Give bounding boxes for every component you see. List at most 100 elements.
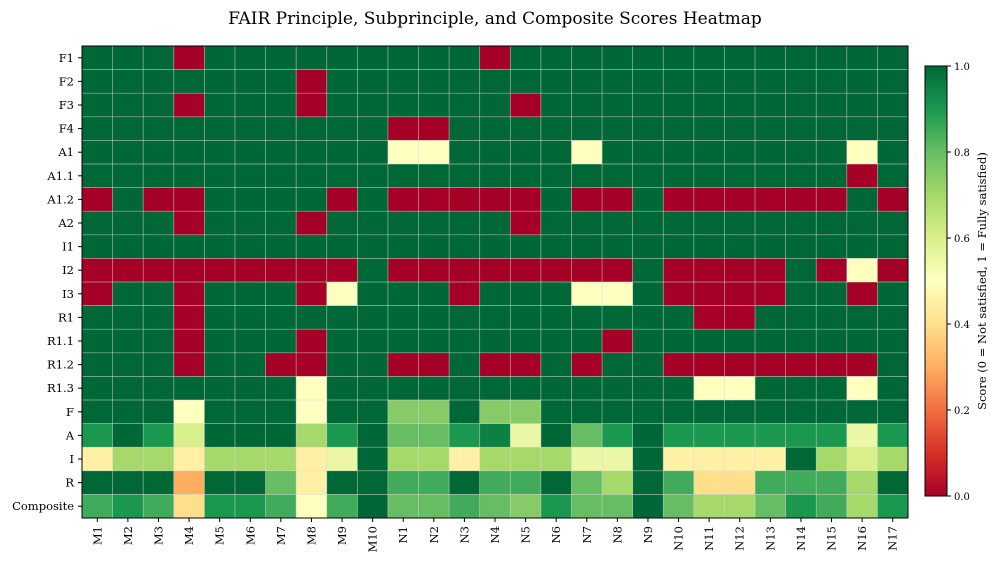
heatmap-cell-A1.1-M3 (143, 164, 175, 188)
heatmap-cell-A-M8 (296, 423, 328, 448)
heatmap-cell-R1-N5 (510, 305, 542, 330)
heatmap-cell-I-M9 (326, 447, 358, 472)
x-tick-label-N11: N11 (702, 526, 716, 551)
heatmap-cell-Composite-N11 (693, 494, 725, 519)
heatmap-cell-R1.1-N11 (693, 329, 725, 354)
heatmap-cell-F4-M7 (265, 116, 297, 141)
heatmap-cell-R1.3-M7 (265, 376, 297, 401)
heatmap-cell-A-N11 (693, 423, 725, 448)
colorbar-gradient (924, 65, 948, 497)
heatmap-cell-A1.1-M7 (265, 164, 297, 188)
heatmap-cell-F4-N14 (785, 116, 817, 141)
heatmap-cell-A2-N8 (602, 211, 634, 236)
x-tick-label-N7: N7 (580, 526, 594, 543)
heatmap-cell-Composite-M9 (326, 494, 358, 519)
heatmap-cell-I2-M8 (296, 258, 328, 283)
heatmap-cell-I2-N16 (846, 258, 878, 283)
heatmap-cell-R1.1-N10 (663, 329, 695, 354)
heatmap-cell-I-N3 (449, 447, 481, 472)
heatmap-cell-A1.1-N10 (663, 164, 695, 188)
heatmap-cell-I3-N9 (632, 282, 664, 306)
heatmap-cell-A-M5 (204, 423, 236, 448)
heatmap-cell-A1.2-N6 (540, 187, 572, 212)
y-tick-label-R1.2: R1.2 (47, 358, 74, 372)
heatmap-cell-F1-M2 (112, 46, 144, 70)
heatmap-cell-R-N2 (418, 470, 450, 495)
heatmap-cell-R1.2-N16 (846, 352, 878, 377)
heatmap-cell-A2-M3 (143, 211, 175, 236)
heatmap-cell-F1-N7 (571, 46, 603, 70)
heatmap-cell-A-M7 (265, 423, 297, 448)
heatmap-cell-F2-N5 (510, 69, 542, 94)
heatmap-cell-I3-N1 (387, 282, 419, 306)
heatmap-cell-F2-M2 (112, 69, 144, 94)
heatmap-cell-I1-M2 (112, 234, 144, 259)
heatmap-cell-R1.2-N7 (571, 352, 603, 377)
heatmap-cell-R-M2 (112, 470, 144, 495)
heatmap-cell-F-M10 (357, 400, 389, 424)
heatmap-cell-R1.2-N17 (877, 352, 909, 377)
heatmap-cell-R1.2-N6 (540, 352, 572, 377)
heatmap-cell-Composite-N4 (479, 494, 511, 519)
heatmap-cell-R1-N10 (663, 305, 695, 330)
heatmap-cell-R1.3-N6 (540, 376, 572, 401)
heatmap-cell-F1-N3 (449, 46, 481, 70)
heatmap-cell-I1-N8 (602, 234, 634, 259)
colorbar-tick-label: 0.8 (954, 148, 970, 159)
heatmap-cell-A1.1-N14 (785, 164, 817, 188)
y-tick-label-I1: I1 (62, 240, 74, 254)
heatmap-cell-A1.1-N8 (602, 164, 634, 188)
heatmap-cell-R1.3-N4 (479, 376, 511, 401)
heatmap-cell-R1-M4 (173, 305, 205, 330)
heatmap-cell-F-N7 (571, 400, 603, 424)
heatmap-cell-A1-M2 (112, 140, 144, 165)
heatmap-cell-A1.2-N10 (663, 187, 695, 212)
heatmap-cell-A1.1-M8 (296, 164, 328, 188)
heatmap-cell-A1-N2 (418, 140, 450, 165)
heatmap-cell-F-M7 (265, 400, 297, 424)
heatmap-cell-F4-M2 (112, 116, 144, 141)
heatmap-cell-F2-M8 (296, 69, 328, 94)
heatmap-cell-F4-M1 (82, 116, 113, 141)
heatmap-cell-I2-M4 (173, 258, 205, 283)
heatmap-cell-A1-N13 (755, 140, 787, 165)
heatmap-cell-I-M2 (112, 447, 144, 472)
heatmap-cell-R1.1-M3 (143, 329, 175, 354)
heatmap-cell-F1-M7 (265, 46, 297, 70)
heatmap-cell-R1-M2 (112, 305, 144, 330)
heatmap-cell-A2-N14 (785, 211, 817, 236)
heatmap-cell-F1-N13 (755, 46, 787, 70)
heatmap-cell-Composite-N3 (449, 494, 481, 519)
heatmap-cell-I-N15 (816, 447, 848, 472)
x-tick-label-M2: M2 (121, 526, 135, 545)
heatmap-cell-F-M9 (326, 400, 358, 424)
heatmap-cell-A-N16 (846, 423, 878, 448)
heatmap-cell-F3-N10 (663, 93, 695, 118)
heatmap-cell-I3-N5 (510, 282, 542, 306)
y-tick-label-R: R (65, 476, 74, 490)
heatmap-cell-A1-N16 (846, 140, 878, 165)
heatmap-cell-I-M1 (82, 447, 113, 472)
heatmap-cell-I2-N8 (602, 258, 634, 283)
heatmap-cell-Composite-N9 (632, 494, 664, 519)
heatmap-cell-R1.2-N8 (602, 352, 634, 377)
heatmap-cell-F3-N2 (418, 93, 450, 118)
heatmap-cell-F1-N14 (785, 46, 817, 70)
heatmap-cell-I1-N17 (877, 234, 909, 259)
heatmap-cell-R1.3-N16 (846, 376, 878, 401)
heatmap-cell-A1.2-M2 (112, 187, 144, 212)
heatmap-cell-I2-N13 (755, 258, 787, 283)
x-tick-label-M7: M7 (274, 526, 288, 545)
colorbar-ticks: 0.0 0.2 0.4 0.6 0.8 1.0 (947, 62, 970, 503)
heatmap-cell-R1-N15 (816, 305, 848, 330)
heatmap-cell-A1.2-M4 (173, 187, 205, 212)
heatmap-cell-A2-N1 (387, 211, 419, 236)
heatmap-cell-F1-M4 (173, 46, 205, 70)
heatmap-cell-F3-M8 (296, 93, 328, 118)
heatmap-cell-R1.2-N12 (724, 352, 756, 377)
heatmap-cell-A1-N14 (785, 140, 817, 165)
heatmap-cell-R1.1-M8 (296, 329, 328, 354)
heatmap-cell-F4-N17 (877, 116, 909, 141)
heatmap-cell-A-N17 (877, 423, 909, 448)
heatmap-cell-I2-M7 (265, 258, 297, 283)
